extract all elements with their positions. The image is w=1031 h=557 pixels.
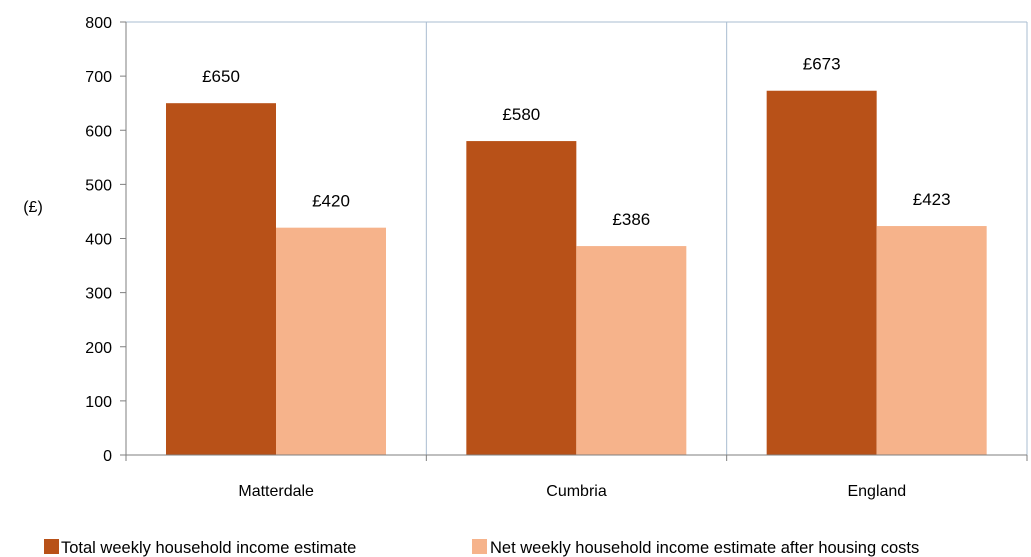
data-label-cumbria-series-1: £580 (502, 105, 540, 124)
y-tick-label: 0 (103, 448, 112, 465)
y-tick-label: 600 (85, 123, 112, 140)
x-category-label: Matterdale (238, 483, 314, 500)
bar-matterdale-series-1 (166, 103, 276, 455)
y-tick-label: 300 (85, 286, 112, 303)
x-category-label: Cumbria (546, 483, 607, 500)
legend-label-series-1: Total weekly household income estimate (61, 539, 356, 557)
y-axis-title: (£) (23, 199, 43, 216)
labels: £650 £580 £673 £420 £386 £423 (202, 55, 950, 229)
grid-lines (126, 21, 1028, 455)
bar-cumbria-series-1 (466, 141, 577, 455)
data-label-england-series-1: £673 (803, 55, 841, 74)
bars (166, 90, 987, 456)
legend-swatch-series-2 (472, 539, 487, 554)
y-tick-label: 400 (85, 232, 112, 249)
data-label-matterdale-series-1: £650 (202, 67, 240, 86)
y-tick-label: 700 (85, 69, 112, 86)
y-tick-label: 200 (85, 340, 112, 357)
axes: 0 100 200 300 400 500 600 700 800 Matterdale Cumbr… (23, 15, 1028, 500)
bar-cumbria-series-2 (576, 246, 687, 455)
legend-label-series-2: Net weekly household income estimate aft… (490, 539, 919, 557)
bar-matterdale-series-2 (276, 227, 386, 455)
data-label-matterdale-series-2: £420 (312, 192, 350, 211)
y-tick-label: 800 (85, 15, 112, 32)
bar-england-series-2 (876, 226, 987, 455)
legend: Total weekly household income estimate Ne… (44, 539, 919, 557)
data-label-england-series-2: £423 (913, 190, 951, 209)
data-label-cumbria-series-2: £386 (612, 210, 650, 229)
y-tick-label: 100 (85, 394, 112, 411)
bar-england-series-1 (766, 90, 877, 456)
legend-swatch-series-1 (44, 539, 59, 554)
x-category-label: England (847, 483, 906, 500)
y-tick-label: 500 (85, 177, 112, 194)
